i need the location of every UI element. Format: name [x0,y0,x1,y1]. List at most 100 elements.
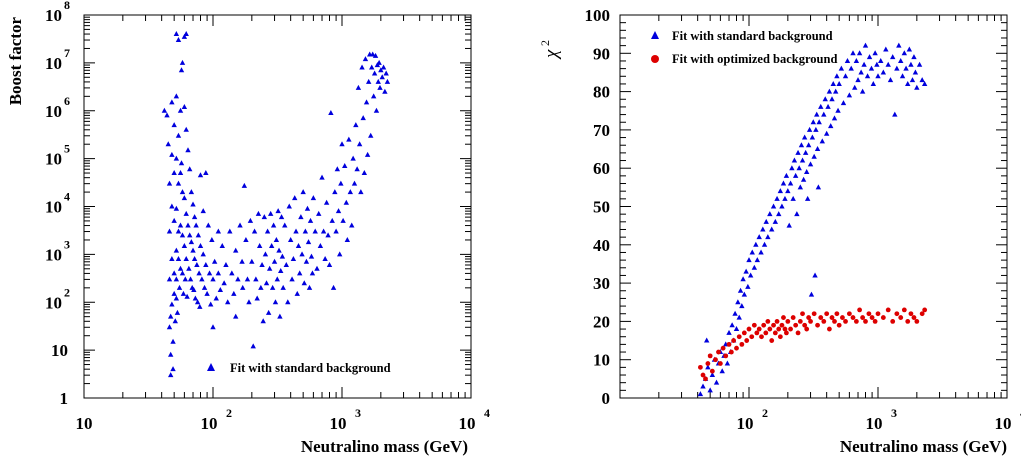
data-point-triangle [921,80,928,86]
data-point-triangle [826,88,833,94]
data-point-triangle [310,195,317,201]
data-point-triangle [298,214,304,220]
data-point-triangle [880,69,887,75]
data-point-triangle [816,119,822,125]
data-point-triangle [811,153,817,159]
data-point-triangle [168,372,174,378]
data-point-triangle [308,253,315,259]
data-point-triangle [789,165,795,171]
data-point-triangle [785,188,791,194]
data-point-triangle [175,228,182,234]
data-point-triangle [830,80,836,86]
data-point-triangle [204,290,210,296]
data-point-triangle [328,109,334,115]
data-point-triangle [210,276,216,282]
data-point-triangle [754,257,761,263]
data-point-triangle [376,59,382,65]
data-point-circle [777,334,783,340]
data-point-triangle [303,258,310,264]
y-tick-label: 40 [593,236,610,255]
data-point-triangle [179,59,186,65]
data-point-triangle [770,203,777,209]
data-point-triangle [299,251,305,257]
data-point-triangle [209,236,215,242]
data-point-triangle [337,251,343,257]
data-point-triangle [782,195,788,201]
y-tick-label: 10 [45,198,62,217]
data-point-circle [700,372,706,378]
data-point-triangle [195,232,202,238]
data-point-triangle [342,163,348,169]
data-point-triangle [184,293,190,299]
data-point-triangle [249,258,255,264]
data-point-triangle [911,54,917,60]
data-point-triangle [705,364,711,370]
data-point-triangle [200,208,206,214]
data-point-triangle [272,299,279,305]
data-point-triangle [360,115,366,121]
data-point-triangle [273,236,280,242]
y-axis-ticks: 0 10 20 30 40 50 60 70 80 90 100 [585,6,1007,408]
data-point-triangle [375,78,381,84]
data-point-circle [836,322,842,328]
data-point-triangle [831,115,838,121]
data-point-circle [824,311,830,317]
x-tick-label-exponent: 3 [891,406,897,420]
data-point-triangle [795,149,801,155]
data-point-circle [723,353,729,359]
data-point-triangle [297,270,303,276]
data-point-circle [804,326,810,332]
data-point-triangle [378,67,384,73]
data-point-triangle [790,195,796,201]
data-point-circle [705,361,711,366]
data-point-circle [901,307,907,313]
data-point-triangle [777,188,784,194]
data-point-triangle [370,93,377,99]
data-point-triangle [800,176,807,182]
data-point-circle [793,322,799,328]
data-point-triangle [188,239,195,245]
data-point-circle [709,368,715,374]
data-point-triangle [807,161,814,167]
data-point-triangle [878,57,884,63]
x-tick-label-exponent: 2 [762,406,768,420]
data-point-triangle [330,284,337,290]
data-point-triangle [178,67,185,73]
data-point-triangle [369,64,375,70]
data-point-circle [815,322,820,328]
data-point-triangle [168,351,174,357]
data-point-triangle [233,247,239,253]
data-point-triangle [707,387,713,393]
data-point-triangle [276,247,282,253]
data-point-triangle [260,318,266,324]
data-point-triangle [180,290,187,296]
data-point-triangle [713,379,720,385]
data-point-triangle [377,84,383,90]
data-point-triangle [383,70,389,76]
data-point-triangle [325,232,331,238]
data-point-triangle [175,132,182,138]
data-point-triangle [179,232,186,238]
legend-label-standard: Fit with standard background [672,29,833,43]
data-point-triangle [181,33,188,39]
data-point-triangle [821,111,827,117]
data-point-triangle [885,61,891,67]
y-tick-label: 0 [602,389,611,408]
data-point-triangle [836,80,842,86]
data-point-circle [765,319,771,324]
data-point-triangle [205,222,212,228]
data-point-triangle [275,208,281,214]
data-point-triangle [808,291,815,297]
data-point-triangle [834,73,840,79]
data-point-triangle [235,276,241,282]
data-point-triangle [278,214,285,220]
data-point-circle [821,319,827,324]
data-point-circle [756,326,762,332]
data-point-triangle [239,258,245,264]
data-point-triangle [223,262,229,267]
data-point-triangle [192,295,199,301]
data-point-triangle [187,166,193,172]
data-point-triangle [187,276,194,282]
